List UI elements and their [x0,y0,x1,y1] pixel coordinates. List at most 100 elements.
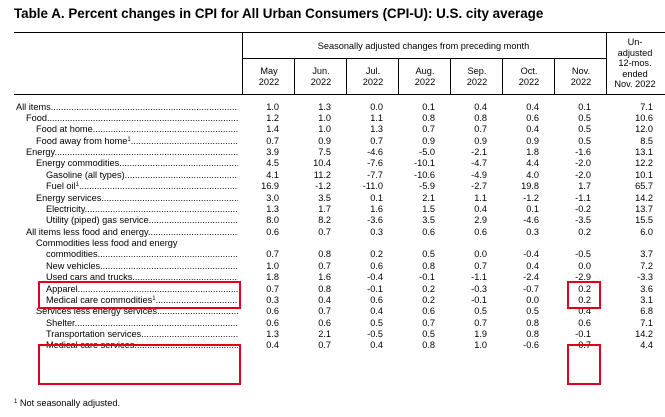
leader-dots: ........................................… [46,112,238,123]
value-cell: -0.4 [523,249,539,260]
value-cell: 0.6 [422,226,435,237]
row-label: All items...............................… [16,102,238,113]
row-label-text: Medical care commodities [46,294,153,305]
month-header: Aug. 2022 [399,66,451,88]
value-cell: 0.4 [526,260,539,271]
value-cell: 0.3 [370,226,383,237]
row-label: New vehicles............................… [46,261,238,272]
value-cell: 0.4 [266,340,279,351]
table-row: Energy services.........................… [0,193,665,204]
value-cell: 0.5 [474,306,487,317]
value-cell: 1.8 [526,147,539,158]
value-cell: 8.2 [318,215,331,226]
value-cell: 0.3 [526,226,539,237]
leader-dots: ........................................… [50,101,238,112]
row-label-text: Electricity [46,203,85,214]
highlight-box-vehicles-nov [567,281,601,309]
table-row: All items...............................… [0,102,665,113]
table-row: Medical care commodities1...............… [0,295,665,306]
value-cell: -0.5 [575,249,591,260]
leader-dots: ........................................… [141,329,238,340]
month-divider [554,58,555,94]
row-label: Energy services.........................… [36,193,238,204]
row-label: commodities.............................… [46,249,238,260]
value-cell: 0.5 [578,135,591,146]
unadjusted-header-line: 12-mos. [618,58,652,69]
value-cell: 1.1 [370,112,383,123]
month-header-year: 2022 [518,77,540,87]
value-cell: 0.7 [422,124,435,135]
value-cell: 0.7 [266,135,279,146]
value-cell: 0.2 [578,283,591,294]
row-label-text: Transportation services [46,329,142,340]
leader-dots: ........................................… [132,272,238,283]
value-cell: 3.0 [266,192,279,203]
value-cell: 0.7 [474,317,487,328]
highlight-box-vehicles-label [38,281,241,309]
unadjusted-header: Un- adjusted 12-mos. ended Nov. 2022 [606,37,664,90]
month-header-year: 2022 [414,77,436,87]
value-cell: 0.8 [422,112,435,123]
value-cell: 0.7 [370,135,383,146]
row-label-text: Fuel oil [46,181,76,192]
table-row: All items less food and energy..........… [0,227,665,238]
row-label: Commodities less food and energy [36,238,238,249]
leader-dots: ........................................… [97,249,238,260]
value-cell: -1.1 [471,272,487,283]
footnote-marker: 1 [75,182,79,189]
leader-dots: ........................................… [124,169,238,180]
month-header: Nov. 2022 [555,66,607,88]
table-row: Electricity.............................… [0,204,665,215]
header-top-rule [14,32,665,33]
value-cell: 1.7 [578,181,591,192]
value-cell: 0.5 [422,329,435,340]
row-label-text: Food [26,112,47,123]
value-cell: 0.0 [578,260,591,271]
value-cell: 3.9 [266,147,279,158]
value-cell: 1.8 [266,272,279,283]
value-cell: 0.4 [370,306,383,317]
row-label-text: Energy [26,147,55,158]
value-cell: 0.6 [266,317,279,328]
month-divider [346,58,347,94]
leader-dots: ........................................… [74,317,238,328]
row-label: Medical care commodities1...............… [46,295,238,306]
value-cell: -0.4 [367,272,383,283]
value-cell: 0.9 [318,135,331,146]
value-cell: 14.2 [635,329,653,340]
leader-dots: ........................................… [78,181,238,192]
value-cell: -4.9 [471,169,487,180]
value-cell: 0.0 [370,101,383,112]
value-cell: -1.2 [523,192,539,203]
value-cell: 4.4 [526,158,539,169]
row-label-text: Apparel [46,283,78,294]
header-span-rule [242,58,606,59]
value-cell: 4.5 [266,158,279,169]
value-cell: -2.1 [471,147,487,158]
value-cell: -0.7 [523,283,539,294]
value-cell: 1.7 [318,203,331,214]
value-cell: 4.0 [526,169,539,180]
table-row: Utility (piped) gas service.............… [0,215,665,226]
value-cell: -3.5 [575,215,591,226]
row-label-text: commodities [46,249,98,260]
month-header-name: Jul. [365,66,381,76]
value-cell: 0.6 [526,112,539,123]
value-cell: -0.3 [471,283,487,294]
table-row: commodities.............................… [0,249,665,260]
value-cell: 1.6 [318,272,331,283]
value-cell: -0.5 [367,329,383,340]
value-cell: -10.1 [414,158,435,169]
table-row: Commodities less food and energy [0,238,665,249]
month-divider [398,58,399,94]
value-cell: 0.6 [474,226,487,237]
value-cell: 12.2 [635,158,653,169]
value-cell: 0.5 [526,306,539,317]
value-cell: 1.6 [370,203,383,214]
leader-dots: ........................................… [100,260,238,271]
value-cell: 0.9 [422,135,435,146]
value-cell: -4.7 [471,158,487,169]
table-row: Services less energy services...........… [0,306,665,317]
value-cell: -2.0 [575,158,591,169]
month-header-year: 2022 [466,77,488,87]
